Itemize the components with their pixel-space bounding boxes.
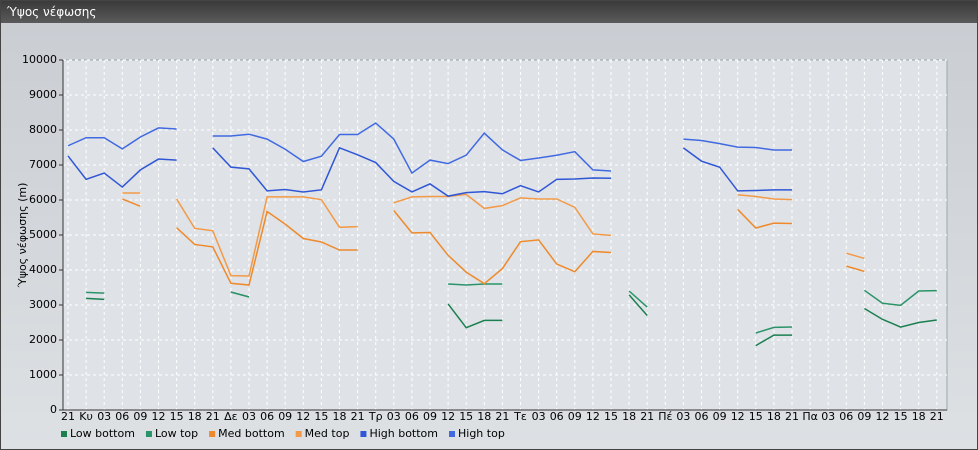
legend-swatch: [449, 431, 455, 437]
x-tick-label: 12: [441, 410, 455, 423]
x-tick-label: 06: [260, 410, 274, 423]
series-line: [122, 198, 865, 286]
y-tick-label: 10000: [22, 53, 57, 66]
x-tick-label: 15: [459, 410, 473, 423]
legend-label: Low bottom: [70, 427, 135, 440]
y-axis-label: Ύψος νέφωσης (m): [16, 183, 29, 289]
x-tick-label: Πα: [802, 410, 818, 423]
x-tick-label: 21: [640, 410, 654, 423]
legend-swatch: [61, 431, 67, 437]
x-tick-label: 03: [242, 410, 256, 423]
x-tick-label: 12: [876, 410, 890, 423]
x-tick-label: 18: [188, 410, 202, 423]
x-tick-label: 15: [749, 410, 763, 423]
x-tick-label: 15: [604, 410, 618, 423]
x-tick-label: 21: [930, 410, 944, 423]
series-line: [86, 283, 937, 334]
legend-swatch: [295, 431, 302, 437]
x-tick-label: 21: [351, 410, 365, 423]
x-tick-label: 09: [278, 410, 292, 423]
plot-area: [62, 59, 948, 411]
x-tick-label: 03: [97, 410, 111, 423]
x-tick-label: 09: [568, 410, 582, 423]
x-tick-label: 21: [206, 410, 220, 423]
x-tick-label: Τρ: [368, 410, 383, 423]
x-tick-label: 06: [695, 410, 709, 423]
title-bar: Ύψος νέφωσης: [1, 1, 977, 23]
x-tick-label: 03: [387, 410, 401, 423]
x-tick-label: Τε: [513, 410, 527, 423]
x-tick-label: 15: [170, 410, 184, 423]
y-tick-label: 2000: [29, 333, 57, 346]
y-tick-label: 5000: [29, 228, 57, 241]
x-tick-label: 12: [296, 410, 310, 423]
x-tick-label: 18: [912, 410, 926, 423]
x-tick-label: 15: [894, 410, 908, 423]
x-tick-label: 03: [676, 410, 690, 423]
x-tick-label: 18: [622, 410, 636, 423]
legend-swatch: [145, 431, 152, 437]
series-line: [67, 146, 792, 197]
x-tick-label: 06: [550, 410, 564, 423]
y-tick-label: 3000: [29, 298, 57, 311]
x-tick-label: 21: [495, 410, 509, 423]
x-tick-label: 09: [133, 410, 147, 423]
x-tick-label: 18: [333, 410, 347, 423]
x-tick-label: 06: [115, 410, 129, 423]
y-tick-label: 8000: [29, 123, 57, 136]
x-tick-label: 09: [713, 410, 727, 423]
x-tick-label: 12: [152, 410, 166, 423]
legend-label: Med bottom: [218, 427, 285, 440]
y-tick-label: 6000: [29, 193, 57, 206]
x-tick-label: 12: [731, 410, 745, 423]
y-tick-label: 9000: [29, 88, 57, 101]
x-tick-label: 18: [477, 410, 491, 423]
x-tick-label: Πέ: [658, 410, 672, 423]
series-line: [67, 122, 792, 175]
x-tick-label: Κυ: [79, 410, 93, 423]
y-tick-label: 7000: [29, 158, 57, 171]
x-tick-label: 12: [586, 410, 600, 423]
x-tick-label: 21: [61, 410, 75, 423]
x-tick-label: 09: [423, 410, 437, 423]
legend-swatch: [209, 431, 216, 437]
legend-swatch: [360, 431, 367, 437]
x-tick-label: 15: [314, 410, 328, 423]
x-tick-label: 21: [785, 410, 799, 423]
legend-label: Med top: [305, 427, 350, 440]
y-tick-label: 0: [50, 403, 57, 416]
x-tick-label: Δε: [224, 410, 238, 423]
series-line: [122, 192, 865, 277]
x-tick-label: 03: [532, 410, 546, 423]
legend-label: High top: [458, 427, 505, 440]
y-tick-label: 4000: [29, 263, 57, 276]
legend-label: High bottom: [369, 427, 438, 440]
x-tick-label: 03: [821, 410, 835, 423]
x-tick-label: 06: [405, 410, 419, 423]
x-tick-label: 09: [857, 410, 871, 423]
legend-label: Low top: [155, 427, 198, 440]
x-tick-label: 06: [839, 410, 853, 423]
y-tick-label: 1000: [29, 368, 57, 381]
x-tick-label: 18: [767, 410, 781, 423]
